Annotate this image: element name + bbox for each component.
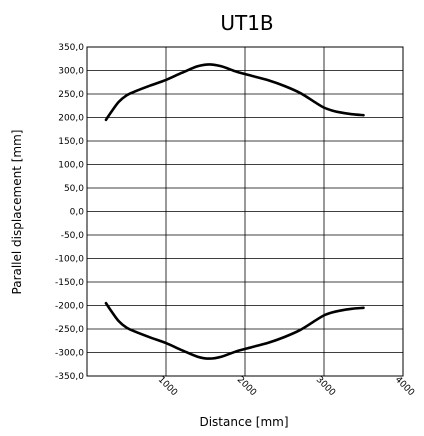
y-tick-label: -150,0 bbox=[55, 278, 84, 288]
x-tick-label: 1000 bbox=[156, 375, 179, 398]
y-tick-label: -100,0 bbox=[55, 255, 84, 265]
x-tick-label: 2000 bbox=[235, 375, 258, 398]
tick-labels: 350,0 300,0 250,0 200,0 150,0 100,0 50,0 0,0 -50… bbox=[55, 43, 416, 398]
y-tick-label: 200,0 bbox=[58, 114, 84, 124]
y-tick-label: -350,0 bbox=[55, 372, 84, 382]
y-axis-title: Parallel displacement [mm] bbox=[10, 130, 24, 295]
plot-frame bbox=[86, 46, 404, 377]
y-tick-label: 50,0 bbox=[64, 184, 84, 194]
y-tick-label: -200,0 bbox=[55, 302, 84, 312]
y-tick-label: 350,0 bbox=[58, 43, 84, 53]
x-tick-label: 4000 bbox=[393, 375, 416, 398]
series-line-0 bbox=[104, 63, 365, 122]
y-tick-label: 300,0 bbox=[58, 67, 84, 77]
y-tick-label: 100,0 bbox=[58, 161, 84, 171]
y-tick-label: -300,0 bbox=[55, 349, 84, 359]
y-tick-label: -50,0 bbox=[61, 231, 85, 241]
chart-title: UT1B bbox=[220, 11, 273, 35]
x-axis-title: Distance [mm] bbox=[199, 415, 288, 429]
series-line-1 bbox=[104, 301, 365, 360]
grid bbox=[87, 46, 404, 377]
y-tick-label: 150,0 bbox=[58, 137, 84, 147]
y-tick-label: 250,0 bbox=[58, 90, 84, 100]
y-tick-label: 0,0 bbox=[70, 208, 85, 218]
y-tick-label: -250,0 bbox=[55, 325, 84, 335]
series-layer bbox=[104, 63, 365, 360]
x-tick-label: 3000 bbox=[314, 375, 337, 398]
